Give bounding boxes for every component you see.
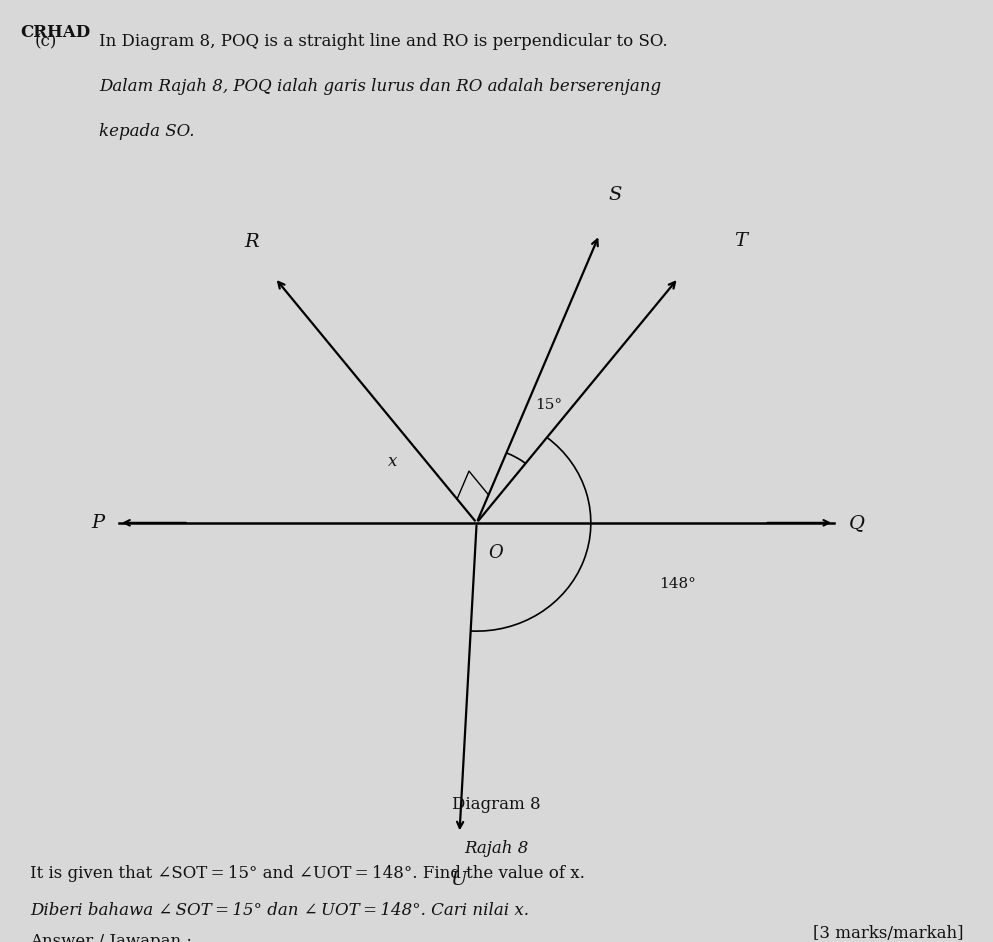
Text: S: S [609, 186, 623, 203]
Text: R: R [244, 233, 259, 251]
Text: 148°: 148° [658, 577, 695, 591]
Text: Rajah 8: Rajah 8 [465, 840, 528, 857]
Text: It is given that ∠SOT = 15° and ∠UOT = 148°. Find the value of x.: It is given that ∠SOT = 15° and ∠UOT = 1… [30, 865, 585, 882]
Text: Q: Q [849, 513, 865, 532]
Text: x: x [387, 453, 397, 470]
Text: 15°: 15° [535, 398, 562, 412]
Text: In Diagram 8, POQ is a straight line and RO is perpendicular to SO.: In Diagram 8, POQ is a straight line and… [99, 33, 668, 50]
Text: Answer / Jawapan :: Answer / Jawapan : [30, 933, 192, 942]
Text: U: U [450, 871, 466, 889]
Text: [3 marks/markah]: [3 marks/markah] [812, 925, 963, 942]
Text: CRHAD: CRHAD [20, 24, 90, 41]
Text: (c): (c) [35, 33, 58, 50]
Text: O: O [489, 544, 503, 561]
Text: T: T [734, 232, 747, 250]
Text: Dalam Rajah 8, POQ ialah garis lurus dan RO adalah berserenjang: Dalam Rajah 8, POQ ialah garis lurus dan… [99, 78, 661, 95]
Text: Diberi bahawa ∠ SOT = 15° dan ∠ UOT = 148°. Cari nilai x.: Diberi bahawa ∠ SOT = 15° dan ∠ UOT = 14… [30, 902, 529, 919]
Text: P: P [91, 513, 104, 532]
Text: Diagram 8: Diagram 8 [452, 796, 541, 813]
Text: kepada SO.: kepada SO. [99, 123, 195, 140]
